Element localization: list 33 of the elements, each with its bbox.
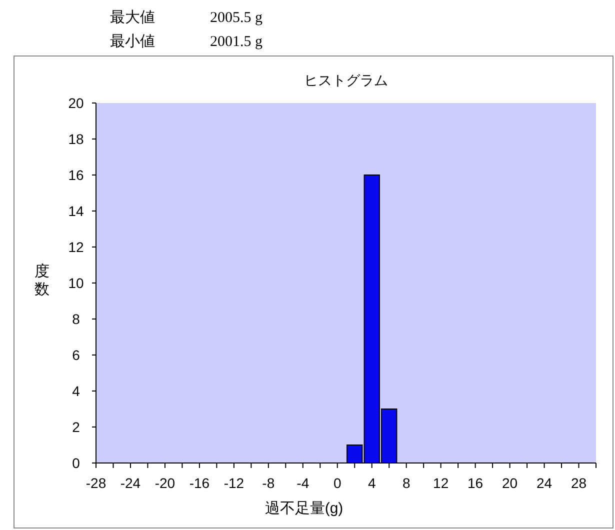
y-tick-label: 6	[72, 347, 80, 363]
y-tick-label: 10	[68, 275, 84, 291]
y-tick-label: 0	[72, 455, 80, 471]
y-tick-label: 18	[68, 131, 84, 147]
x-tick-label: 8	[402, 475, 410, 491]
text: 最小値	[110, 33, 155, 50]
text: 最大値	[110, 9, 155, 26]
y-tick-label: 8	[72, 311, 80, 327]
x-tick-label: -28	[86, 475, 106, 491]
y-tick-label: 16	[68, 167, 84, 183]
x-tick-label: 16	[468, 475, 484, 491]
x-tick-label: 28	[570, 475, 587, 491]
x-tick-label: 4	[368, 475, 376, 491]
y-tick-label: 2	[72, 419, 80, 435]
y-tick-label: 14	[68, 203, 84, 219]
x-tick-label: -24	[120, 475, 141, 491]
x-tick-label: 12	[433, 475, 449, 491]
y-tick-label: 20	[68, 95, 84, 111]
x-tick-label: -12	[224, 475, 244, 491]
x-tick-label: -4	[296, 475, 310, 491]
x-tick-label: -16	[189, 475, 210, 491]
y-tick-label: 12	[68, 239, 84, 255]
y-tick-label: 4	[72, 383, 80, 399]
x-tick-label: 24	[536, 475, 552, 491]
x-tick-label: -20	[154, 475, 176, 491]
x-tick-label: -8	[262, 475, 275, 491]
text: 2005.5 g	[210, 10, 263, 26]
text: 2001.5 g	[210, 34, 263, 50]
y-axis-title: 度数	[34, 263, 50, 298]
x-tick-label: 20	[502, 475, 518, 491]
x-axis-title: 過不足量(g)	[264, 500, 344, 517]
chart-title: ヒストグラム	[304, 72, 388, 88]
x-tick-label: 0	[333, 475, 342, 491]
